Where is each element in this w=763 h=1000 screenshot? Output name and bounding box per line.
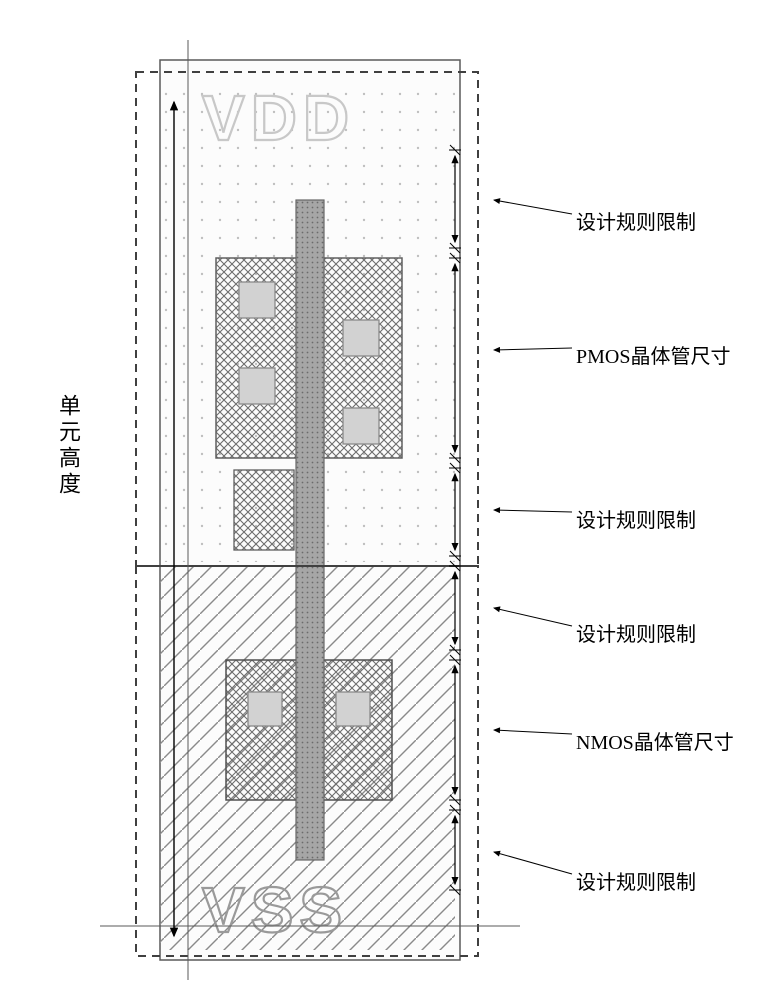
layout-svg: VDD VSS: [20, 20, 740, 980]
label-pmos-size: PMOS晶体管尺寸: [576, 340, 730, 369]
label-drc-3: 设计规则限制: [576, 618, 696, 647]
svg-text:VDD: VDD: [202, 82, 355, 154]
svg-text:VSS: VSS: [202, 874, 348, 946]
label-drc-4: 设计规则限制: [576, 866, 696, 895]
label-drc-2: 设计规则限制: [576, 504, 696, 533]
diagram-canvas: VDD VSS 单元高度 设计规则限制 PMOS晶体管尺寸 设计规则限制 设计规则…: [20, 20, 740, 980]
label-nmos-size: NMOS晶体管尺寸: [576, 726, 734, 755]
label-drc-1: 设计规则限制: [576, 206, 696, 235]
cell-height-label: 单元高度: [52, 394, 84, 498]
